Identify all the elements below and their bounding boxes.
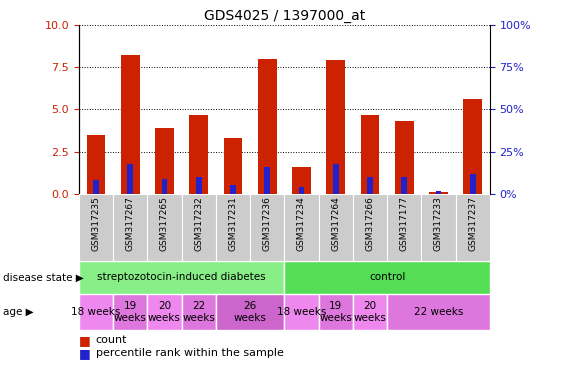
Text: GSM317237: GSM317237 bbox=[468, 196, 477, 251]
Bar bbox=[162, 179, 167, 194]
Bar bbox=[319, 294, 353, 330]
Text: GSM317267: GSM317267 bbox=[126, 196, 135, 251]
Bar bbox=[79, 261, 284, 294]
Bar bbox=[79, 294, 113, 330]
Bar bbox=[421, 194, 455, 261]
Bar bbox=[189, 114, 208, 194]
Bar bbox=[436, 190, 441, 194]
Text: 20
weeks: 20 weeks bbox=[354, 301, 386, 323]
Text: 20
weeks: 20 weeks bbox=[148, 301, 181, 323]
Text: ■: ■ bbox=[79, 334, 91, 347]
Text: GSM317232: GSM317232 bbox=[194, 196, 203, 251]
Text: GSM317266: GSM317266 bbox=[365, 196, 374, 251]
Bar bbox=[181, 194, 216, 261]
Bar bbox=[284, 194, 319, 261]
Bar bbox=[93, 180, 99, 194]
Bar bbox=[395, 121, 414, 194]
Text: GSM317236: GSM317236 bbox=[263, 196, 272, 251]
Bar bbox=[429, 192, 448, 194]
Bar bbox=[353, 194, 387, 261]
Bar bbox=[327, 60, 345, 194]
Bar bbox=[155, 128, 174, 194]
Text: GSM317264: GSM317264 bbox=[331, 196, 340, 251]
Bar bbox=[298, 187, 304, 194]
Bar bbox=[216, 294, 284, 330]
Text: GSM317177: GSM317177 bbox=[400, 196, 409, 251]
Bar bbox=[284, 261, 490, 294]
Text: 22
weeks: 22 weeks bbox=[182, 301, 215, 323]
Bar bbox=[230, 185, 236, 194]
Text: disease state ▶: disease state ▶ bbox=[3, 272, 83, 283]
Bar bbox=[87, 135, 105, 194]
Bar bbox=[360, 114, 379, 194]
Bar bbox=[333, 164, 338, 194]
Bar bbox=[319, 194, 353, 261]
Bar bbox=[387, 294, 490, 330]
Bar bbox=[455, 194, 490, 261]
Bar bbox=[353, 294, 387, 330]
Text: GSM317235: GSM317235 bbox=[91, 196, 100, 251]
Bar bbox=[148, 194, 181, 261]
Text: 22 weeks: 22 weeks bbox=[414, 307, 463, 317]
Bar bbox=[250, 194, 284, 261]
Text: ■: ■ bbox=[79, 347, 91, 360]
Bar bbox=[113, 194, 148, 261]
Text: streptozotocin-induced diabetes: streptozotocin-induced diabetes bbox=[97, 272, 266, 283]
Text: 19
weeks: 19 weeks bbox=[319, 301, 352, 323]
Bar bbox=[265, 167, 270, 194]
Text: GSM317234: GSM317234 bbox=[297, 196, 306, 251]
Bar bbox=[224, 138, 242, 194]
Bar bbox=[470, 174, 476, 194]
Bar bbox=[148, 294, 181, 330]
Text: control: control bbox=[369, 272, 405, 283]
Bar bbox=[292, 167, 311, 194]
Bar bbox=[401, 177, 407, 194]
Text: GSM317265: GSM317265 bbox=[160, 196, 169, 251]
Bar bbox=[258, 59, 276, 194]
Text: 18 weeks: 18 weeks bbox=[277, 307, 326, 317]
Bar bbox=[181, 294, 216, 330]
Bar bbox=[121, 55, 140, 194]
Bar bbox=[284, 294, 319, 330]
Text: 19
weeks: 19 weeks bbox=[114, 301, 146, 323]
Bar bbox=[79, 194, 113, 261]
Bar bbox=[113, 294, 148, 330]
Bar bbox=[387, 194, 421, 261]
Text: percentile rank within the sample: percentile rank within the sample bbox=[96, 348, 284, 358]
Text: age ▶: age ▶ bbox=[3, 307, 33, 317]
Bar bbox=[367, 177, 373, 194]
Bar bbox=[216, 194, 250, 261]
Bar bbox=[463, 99, 482, 194]
Text: 26
weeks: 26 weeks bbox=[234, 301, 266, 323]
Text: GSM317233: GSM317233 bbox=[434, 196, 443, 251]
Text: 18 weeks: 18 weeks bbox=[72, 307, 120, 317]
Title: GDS4025 / 1397000_at: GDS4025 / 1397000_at bbox=[204, 8, 365, 23]
Bar bbox=[127, 164, 133, 194]
Text: count: count bbox=[96, 335, 127, 345]
Text: GSM317231: GSM317231 bbox=[229, 196, 238, 251]
Bar bbox=[196, 177, 202, 194]
